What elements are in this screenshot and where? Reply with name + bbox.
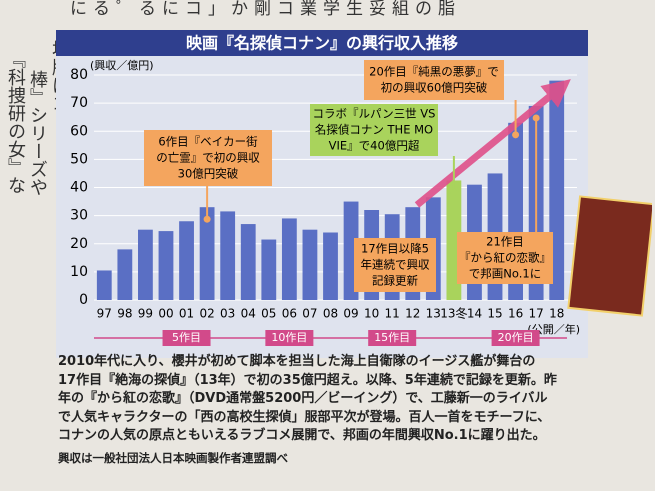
x-tick-label: 02 bbox=[199, 307, 214, 321]
bar bbox=[117, 249, 133, 300]
caption-line: 年の『から紅の恋歌』（DVD通常盤5200円／ビーイング）で、工藤新一のライバル bbox=[58, 391, 548, 406]
annotation-text: の亡霊』で初の興収 bbox=[156, 151, 260, 165]
x-tick-label: 13 bbox=[426, 307, 441, 321]
y-tick-label: 50 bbox=[70, 151, 88, 167]
x-tick-label: 98 bbox=[117, 307, 132, 321]
leader-dot bbox=[512, 131, 520, 139]
annotation-text: 20作目『純黒の悪夢』で bbox=[369, 65, 499, 79]
x-tick-label: 15 bbox=[487, 307, 502, 321]
x-tick-label: 04 bbox=[241, 307, 256, 321]
bar bbox=[96, 270, 112, 300]
x-tick-label: 17 bbox=[529, 307, 544, 321]
x-tick-label: 14 bbox=[467, 307, 482, 321]
side-line: 棒』シリーズや bbox=[27, 70, 48, 196]
bar bbox=[158, 231, 174, 300]
bar bbox=[302, 229, 318, 300]
x-tick-label: 07 bbox=[302, 307, 317, 321]
caption-line: 2010年代に入り、櫻井が初めて脚本を担当した海上自衛隊のイージス艦が舞台の bbox=[58, 354, 536, 369]
y-tick-label: 40 bbox=[70, 180, 88, 196]
annotation-text: で邦画No.1に bbox=[469, 267, 541, 281]
milestone-label: 20作目 bbox=[498, 331, 534, 344]
annotation-text: 『から紅の恋歌』 bbox=[459, 251, 551, 265]
annotation-text: 17作目以降5 bbox=[361, 242, 429, 256]
leader-dot bbox=[532, 114, 540, 122]
side-line: 『科捜研の女』な bbox=[5, 50, 26, 194]
y-tick-label: 0 bbox=[79, 292, 88, 308]
milestone-box bbox=[265, 330, 314, 346]
x-tick-label: 97 bbox=[97, 307, 112, 321]
annotation-box bbox=[310, 104, 438, 156]
annotation-box bbox=[364, 60, 504, 100]
x-tick-label: 06 bbox=[282, 307, 297, 321]
bar bbox=[179, 221, 194, 300]
caption-line: 17作目『絶海の探偵』（13年）で初の35億円超え。以降、5年連続で記録を更新。… bbox=[58, 372, 557, 388]
annotation-text: 名探偵コナン THE MO bbox=[315, 123, 433, 137]
x-tick-label: 16 bbox=[508, 307, 523, 321]
annotation-box bbox=[457, 232, 553, 284]
x-tick-label: 05 bbox=[261, 307, 276, 321]
poster bbox=[567, 195, 652, 317]
annotation-text: 初の興収60億円突破 bbox=[381, 81, 488, 95]
top-text: にる゜るにコ」か剛コ業学生妥組の脂 bbox=[70, 0, 461, 19]
x-tick-label: 99 bbox=[138, 307, 153, 321]
y-tick-label: 70 bbox=[70, 95, 88, 111]
milestone-box bbox=[162, 330, 211, 346]
caption-line: で人気キャラクターの「西の高校生探偵」服部平次が登場。百人一首をモチーフに、 bbox=[58, 409, 551, 425]
annotation-box bbox=[354, 238, 436, 292]
annotation-text: 30億円突破 bbox=[178, 167, 239, 181]
x-tick-label: 12 bbox=[405, 307, 420, 321]
x-tick-label: 09 bbox=[343, 307, 358, 321]
source: 興収は一般社団法人日本映画製作者連盟調べ bbox=[58, 451, 288, 465]
bar bbox=[199, 207, 215, 300]
chart: 映画『名探偵コナン』の興行収入推移 (興収／億円) (公開／年) 0102030… bbox=[56, 30, 652, 358]
bar bbox=[138, 229, 153, 300]
bar bbox=[261, 239, 277, 300]
y-axis-label: (興収／億円) bbox=[90, 58, 154, 72]
bar bbox=[220, 211, 236, 300]
x-axis-label: (公開／年) bbox=[527, 322, 580, 336]
leader-dot bbox=[450, 188, 458, 196]
y-tick-label: 80 bbox=[70, 67, 88, 83]
bar bbox=[549, 80, 565, 300]
y-tick-label: 30 bbox=[70, 208, 88, 224]
chart-title: 映画『名探偵コナン』の興行収入推移 bbox=[186, 34, 458, 53]
x-tick-label: 00 bbox=[158, 307, 173, 321]
bar bbox=[281, 218, 297, 300]
milestone-box bbox=[491, 330, 540, 346]
y-tick-label: 60 bbox=[70, 123, 88, 139]
x-tick-label: 01 bbox=[179, 307, 194, 321]
title-band bbox=[56, 30, 588, 56]
leader-dot bbox=[203, 215, 211, 223]
milestone-label: 5作目 bbox=[172, 331, 201, 344]
annotation-text: コラボ『ルパン三世 VS bbox=[313, 107, 436, 121]
caption: 2010年代に入り、櫻井が初めて脚本を担当した海上自衛隊のイージス艦が舞台の 1… bbox=[58, 353, 648, 446]
x-tick-label: 03 bbox=[220, 307, 235, 321]
y-tick-label: 20 bbox=[70, 236, 88, 252]
annotation-text: 年連続で興収 bbox=[361, 258, 430, 272]
annotation-box bbox=[144, 130, 272, 186]
annotation-text: VIE』で40億円超 bbox=[329, 139, 420, 153]
x-tick-label: 13冬 bbox=[440, 306, 467, 321]
x-tick-label: 10 bbox=[364, 307, 379, 321]
annotation-text: 21作目 bbox=[486, 235, 524, 249]
bar bbox=[323, 232, 338, 300]
x-tick-label: 18 bbox=[549, 307, 564, 321]
milestone-box bbox=[368, 330, 417, 346]
milestone-label: 15作目 bbox=[374, 331, 410, 344]
x-tick-label: 08 bbox=[323, 307, 338, 321]
trend-arrow bbox=[414, 79, 571, 208]
bar bbox=[240, 224, 256, 300]
x-tick-label: 11 bbox=[385, 307, 400, 321]
caption-line: コナンの人気の原点ともいえるラブコメ展開で、邦画の年間興収No.1に躍り出た。 bbox=[58, 428, 546, 443]
milestone-label: 10作目 bbox=[271, 331, 307, 344]
annotation-text: 記録更新 bbox=[372, 274, 418, 288]
annotation-text: 6作目『ベイカー街 bbox=[158, 135, 258, 149]
y-tick-label: 10 bbox=[70, 264, 88, 280]
